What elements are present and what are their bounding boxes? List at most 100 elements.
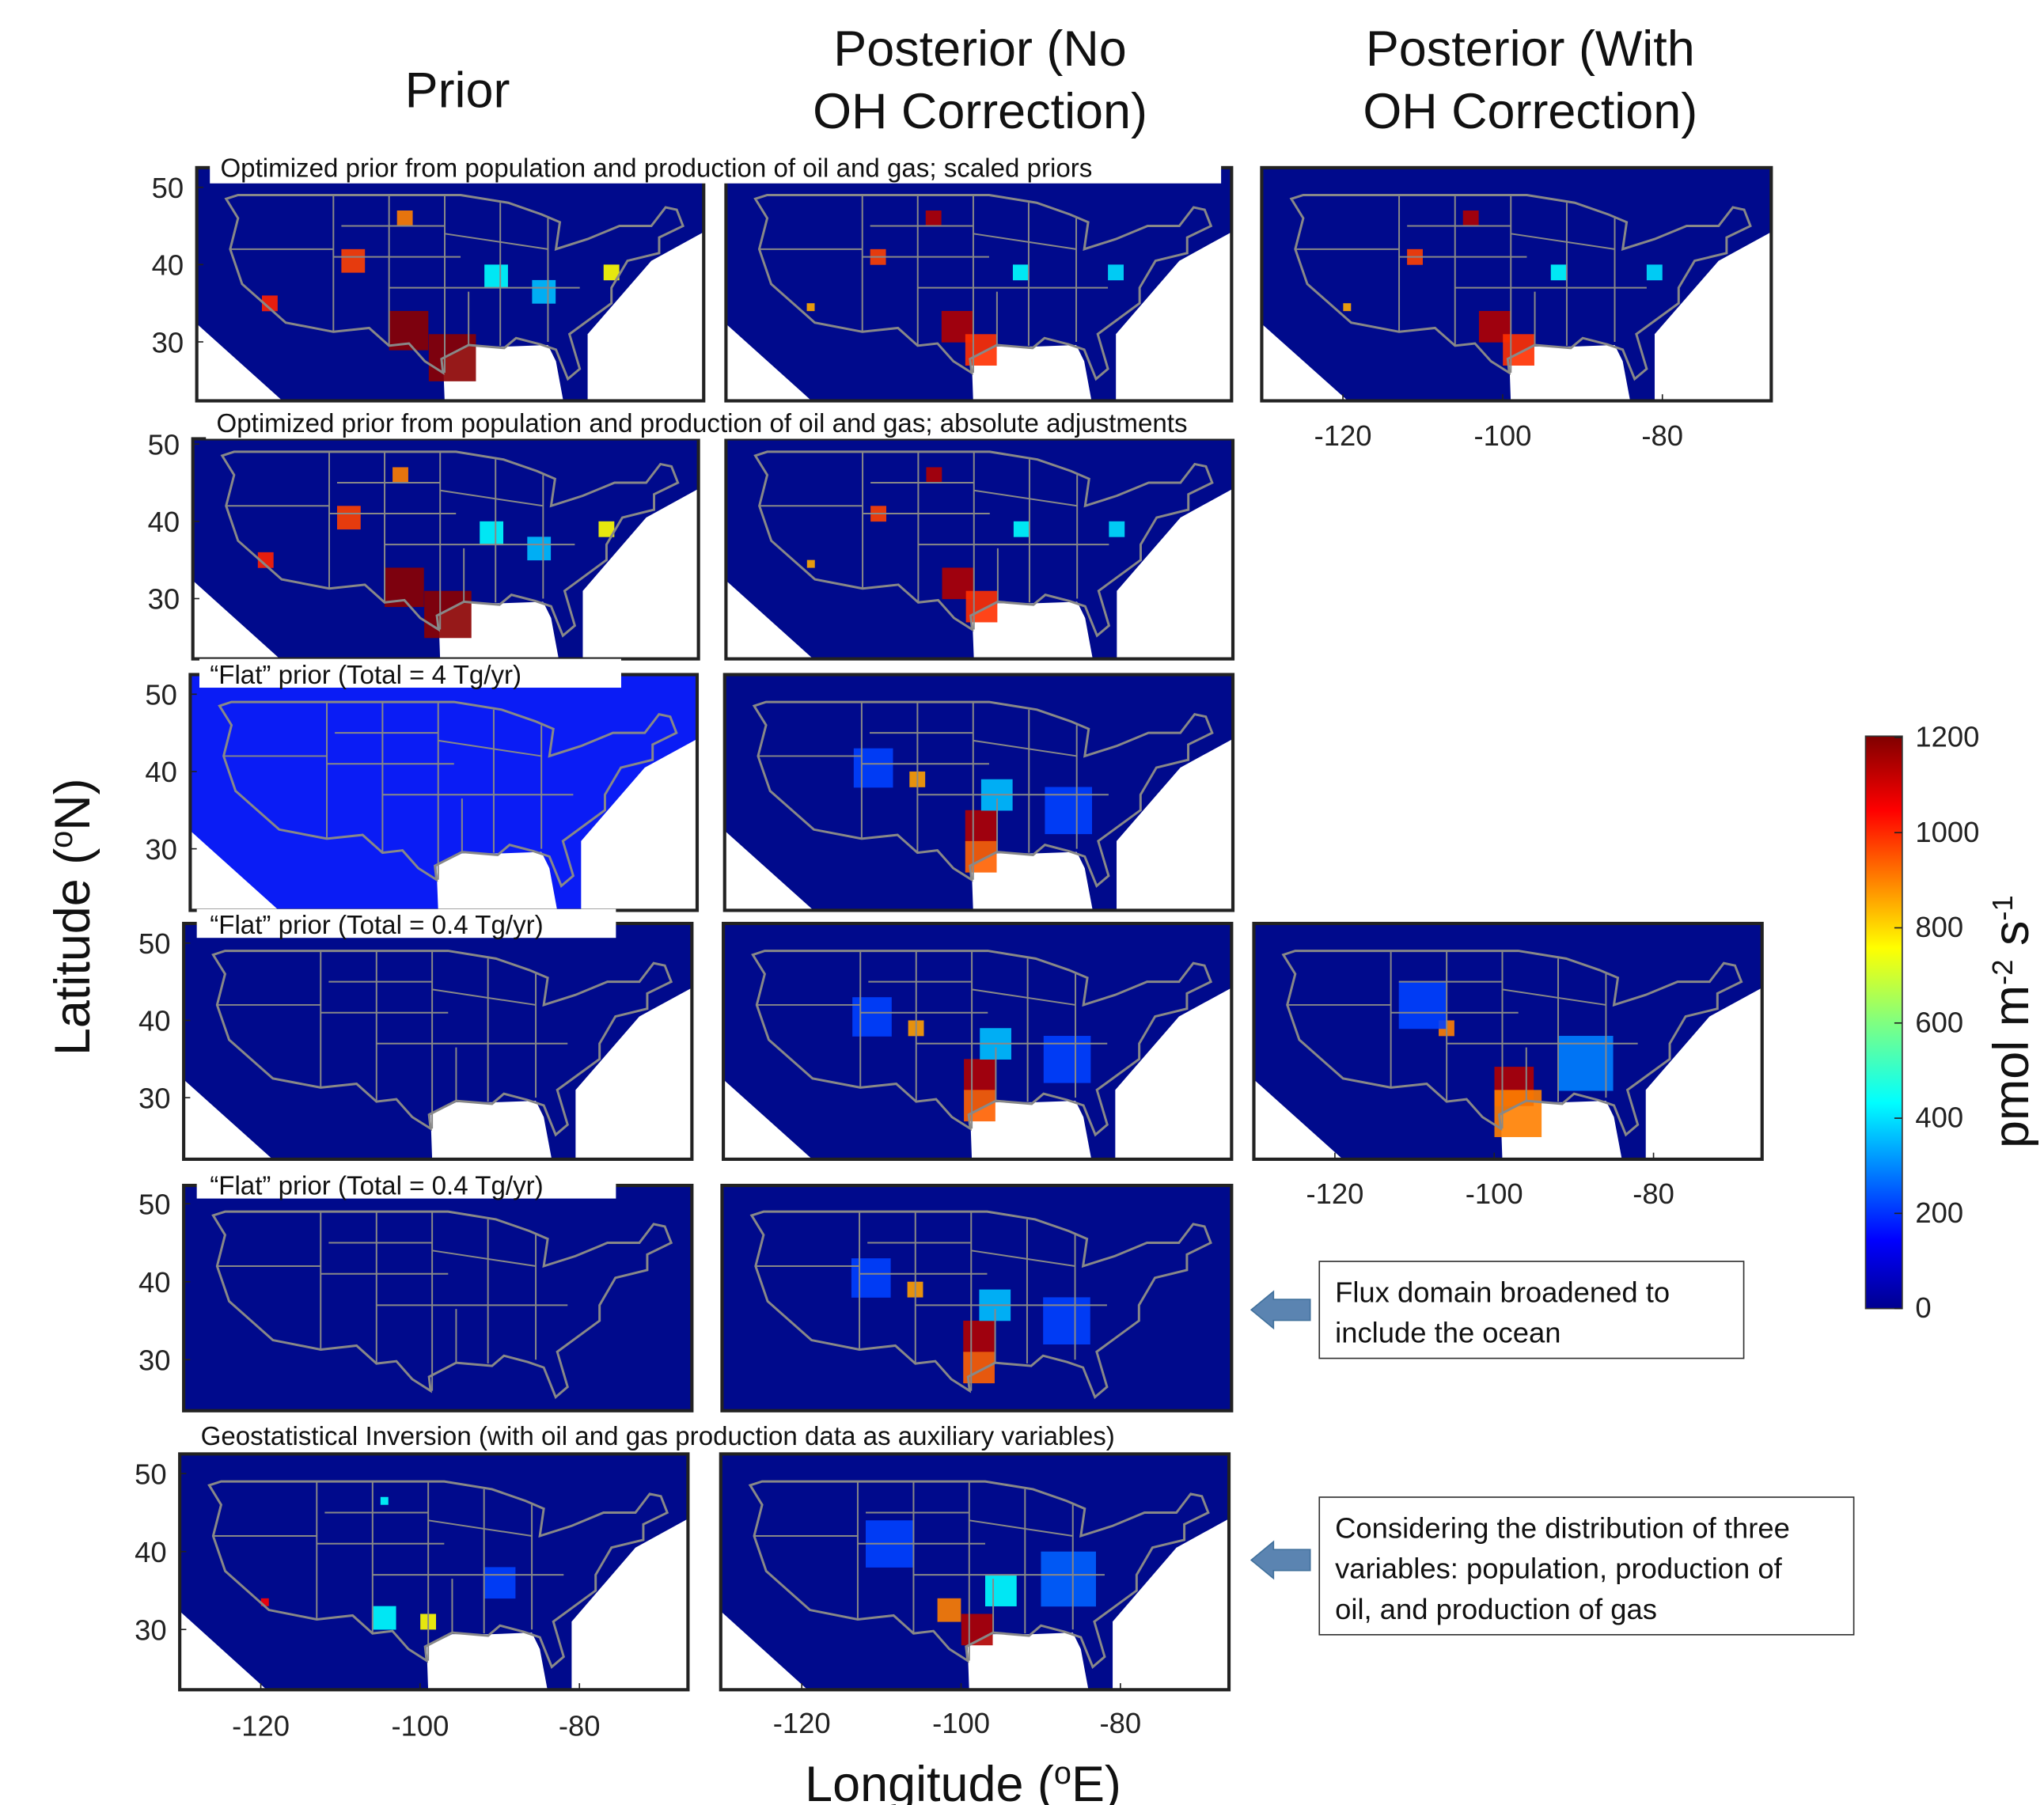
hotspot (851, 1258, 891, 1298)
us-outline (1281, 950, 1743, 1137)
axis-label: Longitude (oE) (805, 1756, 1121, 1805)
colorbar-tick-label: 600 (1915, 1006, 1963, 1038)
map-panel (724, 437, 1235, 661)
hotspot (341, 248, 366, 273)
panel-frame (719, 1452, 1231, 1692)
hotspot (257, 552, 274, 568)
annotation-box (1318, 1261, 1745, 1359)
no-data (192, 580, 280, 659)
title-background (196, 908, 616, 939)
x-tick-label: -100 (391, 1709, 449, 1742)
hotspot (260, 1598, 269, 1606)
y-tick-label: 30 (138, 1344, 171, 1376)
colorbar-label: pmol m-2 s-1 (1984, 895, 2039, 1148)
hotspot (392, 467, 408, 483)
y-tick-label: 40 (138, 1266, 171, 1299)
state-border (1511, 233, 1615, 250)
no-data (726, 324, 812, 401)
row-title: Optimized prior from population and prod… (220, 154, 1092, 183)
title-background (206, 410, 1238, 439)
state-border (438, 739, 542, 757)
annotation-text: variables: population, production of (1335, 1553, 1783, 1585)
annotation-text: include the ocean (1335, 1317, 1560, 1349)
label-text: Latitude ( (45, 848, 100, 1056)
map (724, 674, 1234, 911)
no-data (1655, 232, 1772, 401)
state-border (973, 739, 1077, 757)
hotspot (1550, 264, 1567, 281)
hotspot (527, 537, 552, 561)
no-data (1113, 1519, 1230, 1690)
no-data (970, 1101, 1092, 1159)
label-sup: o (44, 831, 79, 848)
us-outline (752, 700, 1214, 888)
us-outline (749, 1210, 1212, 1400)
no-data (971, 851, 1093, 911)
label-part: -2 (1985, 959, 2018, 984)
map (726, 438, 1234, 659)
map-panel (722, 921, 1234, 1162)
label-part: pmol m (1984, 985, 2039, 1148)
colorbar-tick-label: 0 (1915, 1291, 1931, 1324)
no-data (1115, 988, 1232, 1159)
x-tick-label: -80 (1633, 1177, 1674, 1210)
state-border (973, 489, 1078, 507)
y-tick-label: 50 (138, 927, 171, 960)
state-border (431, 988, 537, 1006)
map-panel (722, 673, 1235, 912)
label-sup: o (1054, 1756, 1071, 1791)
us-outline (748, 1480, 1210, 1670)
no-data (720, 1611, 808, 1690)
map-panel: 30 40 50 (138, 921, 694, 1162)
state-border (431, 1249, 537, 1267)
hotspot (261, 295, 278, 312)
no-data (726, 580, 813, 659)
x-tick-label: -80 (1100, 1707, 1142, 1739)
panel-frame (722, 673, 1235, 912)
label-text: E) (1071, 1757, 1121, 1805)
row-title: “Flat” prior (Total = 0.4 Tg/yr) (210, 911, 543, 940)
us-outline (753, 193, 1213, 381)
x-tick-label: -100 (1473, 419, 1531, 452)
y-tick-label: 30 (148, 583, 180, 616)
title-background (199, 658, 621, 688)
state-border (1502, 988, 1606, 1006)
map (723, 923, 1232, 1159)
annotation-text: Considering the distribution of three (1335, 1511, 1790, 1544)
y-tick-label: 40 (135, 1536, 167, 1568)
us-outline (753, 450, 1214, 638)
map (726, 167, 1232, 401)
us-outline (220, 450, 680, 638)
no-data (1117, 738, 1234, 911)
hotspot (965, 810, 997, 842)
map (190, 674, 697, 911)
hotspot (336, 506, 361, 530)
x-tick-label: -120 (1314, 419, 1372, 452)
state-border (444, 233, 548, 250)
y-tick-label: 40 (138, 1005, 171, 1037)
panel-frame (178, 1452, 690, 1692)
y-tick-label: 30 (145, 833, 177, 866)
x-tick-label: -80 (559, 1709, 601, 1742)
y-tick-label: 50 (148, 428, 180, 461)
no-data (724, 830, 814, 911)
row-title: “Flat” prior (Total = 0.4 Tg/yr) (210, 1172, 543, 1201)
hotspot (1558, 1036, 1614, 1091)
x-tick-label: -120 (1306, 1177, 1363, 1210)
map-panel: 30 40 50 (145, 673, 700, 912)
us-outline (751, 950, 1213, 1137)
hotspot (925, 210, 942, 226)
map-panel: 30 40 50 (148, 428, 700, 661)
map-panel (724, 165, 1234, 403)
column-title: Prior (405, 63, 510, 119)
hotspot (937, 1598, 961, 1622)
colorbar-tick-label: 400 (1915, 1102, 1963, 1134)
hotspot (1109, 521, 1125, 537)
no-data (1509, 345, 1631, 401)
hotspot (380, 1496, 389, 1505)
map-panel: 30 40 50 (138, 1183, 694, 1413)
hotspot (598, 521, 615, 537)
annotation-text: Flux domain broadened to (1335, 1276, 1670, 1308)
no-data (1117, 488, 1234, 659)
